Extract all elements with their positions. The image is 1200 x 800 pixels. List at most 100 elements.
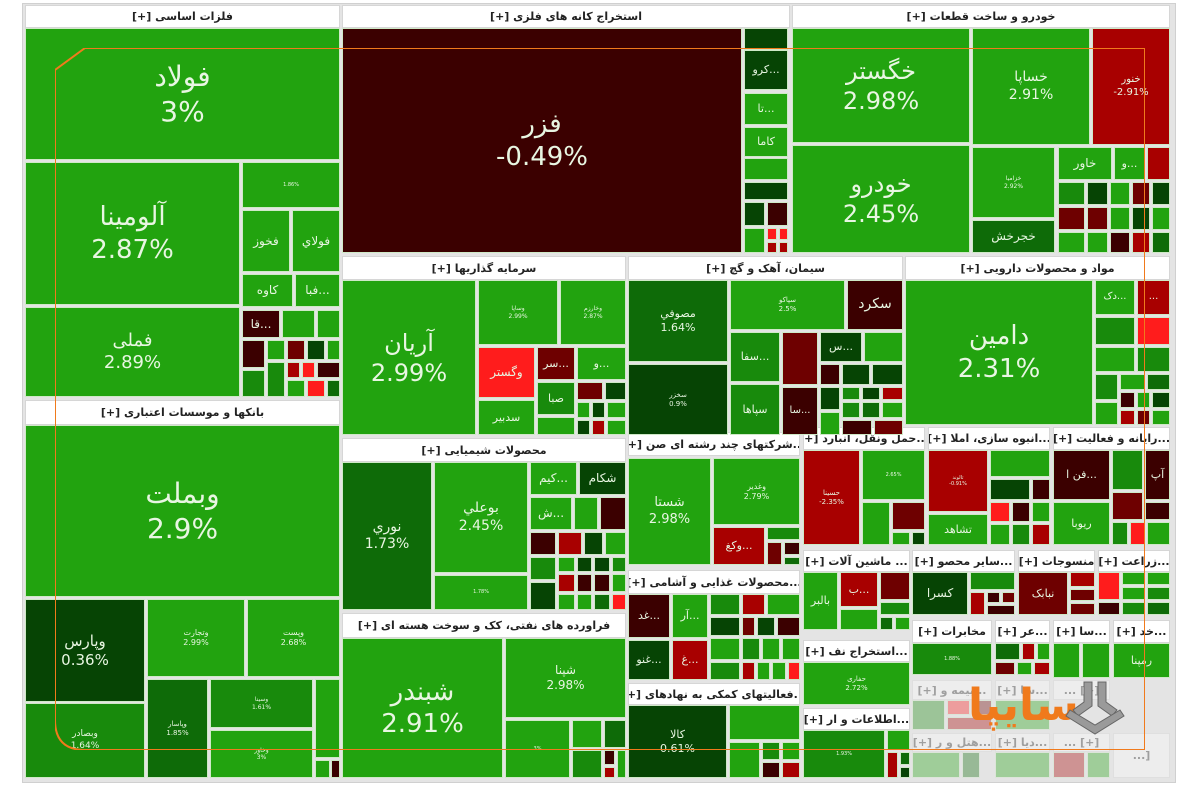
stock-tile[interactable]: فملی 2.89% (25, 307, 240, 397)
stock-tile[interactable] (874, 420, 903, 435)
stock-tile[interactable] (1132, 232, 1150, 253)
stock-tile[interactable] (604, 750, 615, 765)
stock-tile[interactable]: ...س (820, 332, 862, 362)
stock-tile[interactable]: ...آر (672, 594, 708, 638)
sector-header[interactable]: بانکها و موسسات اعتباری [+] (25, 400, 340, 425)
stock-tile[interactable] (1098, 572, 1120, 600)
stock-tile[interactable] (990, 450, 1050, 477)
stock-tile[interactable] (767, 228, 777, 240)
stock-tile[interactable] (1120, 374, 1145, 390)
stock-tile[interactable] (1120, 392, 1135, 408)
stock-tile[interactable] (995, 643, 1020, 660)
stock-tile[interactable] (842, 402, 860, 418)
sector-header[interactable]: ...سا [+] (1053, 620, 1110, 643)
stock-tile[interactable]: ...غد (628, 594, 670, 638)
sector-header[interactable]: فلزات اساسی [+] (25, 5, 340, 28)
stock-tile[interactable] (577, 594, 592, 610)
stock-tile[interactable] (594, 594, 610, 610)
stock-tile[interactable] (912, 752, 960, 778)
stock-tile[interactable] (757, 662, 770, 680)
stock-tile[interactable]: کسرا (912, 572, 968, 615)
stock-tile[interactable] (767, 594, 800, 615)
stock-tile[interactable] (990, 502, 1010, 522)
stock-tile[interactable] (1152, 410, 1170, 425)
sector-header[interactable]: محصولات شیمیایی [+] (342, 438, 626, 462)
stock-tile[interactable]: خجرخش (972, 220, 1055, 253)
stock-tile[interactable] (872, 364, 903, 385)
sector-header[interactable]: ...استخراج نف [+] (803, 640, 910, 662)
stock-tile[interactable] (782, 638, 800, 660)
stock-tile[interactable] (530, 557, 556, 580)
stock-tile[interactable] (287, 380, 305, 397)
stock-tile[interactable] (242, 340, 265, 368)
stock-tile[interactable] (912, 532, 925, 545)
stock-tile[interactable] (1147, 522, 1170, 545)
sector-header[interactable]: سیمان، آهک و گچ [+] (628, 256, 903, 280)
stock-tile[interactable] (1058, 207, 1085, 230)
stock-tile[interactable] (1130, 522, 1145, 545)
stock-tile[interactable] (788, 662, 800, 680)
stock-tile[interactable]: 1.78% (434, 575, 528, 610)
stock-tile[interactable] (1137, 410, 1150, 425)
stock-tile[interactable] (864, 332, 903, 362)
stock-tile[interactable] (1152, 232, 1170, 253)
stock-tile[interactable] (607, 420, 626, 435)
stock-tile[interactable]: وساپا 2.99% (478, 280, 558, 345)
stock-tile[interactable]: ...ب (840, 572, 878, 607)
stock-tile[interactable] (572, 750, 602, 778)
stock-tile[interactable] (1053, 752, 1085, 778)
stock-tile[interactable]: فزر -0.49% (342, 28, 742, 253)
stock-tile[interactable] (987, 605, 1015, 615)
stock-tile[interactable] (607, 402, 626, 418)
stock-tile[interactable] (777, 617, 800, 636)
stock-tile[interactable] (862, 387, 880, 400)
stock-tile[interactable]: وسینا 1.61% (210, 679, 313, 728)
stock-tile[interactable] (604, 720, 626, 748)
stock-tile[interactable]: سکرد (847, 280, 903, 330)
stock-tile[interactable] (594, 574, 610, 592)
stock-tile[interactable] (1012, 502, 1030, 522)
stock-tile[interactable]: ...وکغ (713, 527, 765, 565)
stock-tile[interactable] (282, 310, 315, 338)
stock-tile[interactable] (782, 332, 818, 385)
stock-tile[interactable] (820, 412, 840, 435)
sector-header[interactable]: ...سایر محصو [+] (912, 550, 1015, 572)
stock-tile[interactable] (315, 760, 330, 778)
stock-tile[interactable]: وبصادر 1.64% (25, 703, 145, 778)
sector-header[interactable]: ...اطلاعات و ار [+] (803, 708, 910, 730)
stock-tile[interactable] (572, 720, 602, 748)
stock-tile[interactable] (267, 362, 285, 397)
stock-tile[interactable] (990, 524, 1010, 545)
sector-header[interactable]: ...محصولات غذایی و آشامی [+] (628, 570, 800, 594)
stock-tile[interactable]: نوري 1.73% (342, 462, 432, 610)
stock-tile[interactable]: فولاي (292, 210, 340, 272)
stock-tile[interactable]: تشاهد (928, 514, 988, 545)
stock-tile[interactable]: وتجارت 2.99% (147, 599, 245, 677)
stock-tile[interactable]: بالبر (803, 572, 838, 630)
stock-tile[interactable]: فولاد 3% (25, 28, 340, 160)
stock-tile[interactable]: دامین 2.31% (905, 280, 1093, 425)
stock-tile[interactable]: 2.65% (862, 450, 925, 500)
sector-header[interactable]: استخراج کانه های فلزی [+] (342, 5, 790, 28)
stock-tile[interactable] (784, 542, 800, 555)
stock-tile[interactable] (612, 594, 626, 610)
stock-tile[interactable] (1087, 752, 1110, 778)
stock-tile[interactable] (1112, 492, 1143, 520)
stock-tile[interactable] (892, 502, 925, 530)
stock-tile[interactable] (840, 609, 878, 630)
stock-tile[interactable] (1095, 347, 1135, 372)
stock-tile[interactable]: کاما (744, 127, 788, 157)
stock-tile[interactable] (600, 497, 626, 530)
sector-header[interactable]: ...شرکتهای چند رشته ای صن [+] (628, 432, 800, 456)
stock-tile[interactable] (772, 662, 786, 680)
sector-header[interactable]: خودرو و ساخت قطعات [+] (792, 5, 1170, 28)
stock-tile[interactable] (1137, 317, 1170, 345)
stock-tile[interactable] (1152, 392, 1170, 408)
stock-tile[interactable]: بوعلي 2.45% (434, 462, 528, 573)
stock-tile[interactable] (530, 532, 556, 555)
stock-tile[interactable] (742, 638, 760, 660)
stock-tile[interactable]: ...سفا (730, 332, 780, 382)
stock-tile[interactable] (577, 557, 592, 572)
stock-tile[interactable] (882, 402, 903, 418)
stock-tile[interactable]: ...قا (242, 310, 280, 338)
